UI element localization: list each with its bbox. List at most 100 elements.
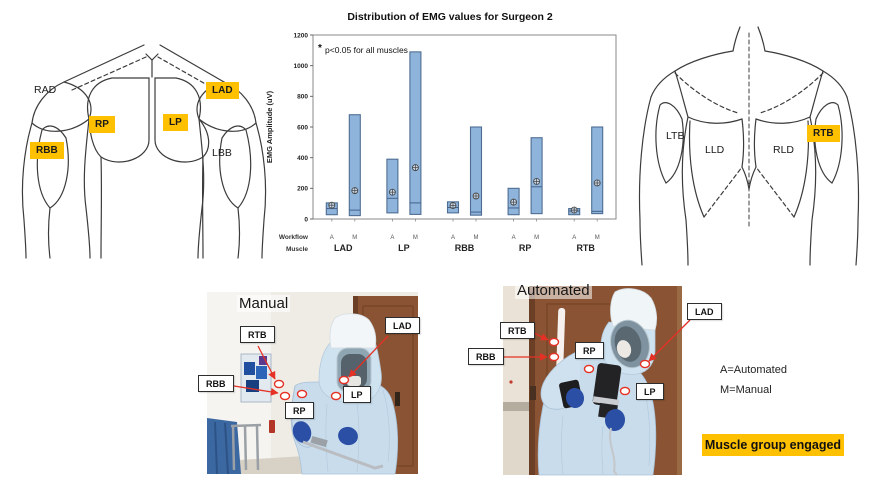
shoulder-left bbox=[650, 50, 734, 98]
baseboard bbox=[503, 402, 529, 411]
trapezius-dashed-right bbox=[759, 72, 824, 114]
left-lat-outer bbox=[688, 120, 705, 218]
lp-dot bbox=[330, 391, 342, 401]
automated-label-rbb: RBB bbox=[468, 348, 504, 365]
manual-label-lad: LAD bbox=[385, 317, 420, 334]
left-glove bbox=[565, 388, 585, 408]
manual-label-rp: RP bbox=[285, 402, 314, 419]
box-LAD-M bbox=[348, 114, 361, 217]
ytick-label-800: 800 bbox=[297, 94, 308, 101]
muscle-group-label-RTB: RTB bbox=[576, 243, 595, 253]
x-row-label-workflow: Workflow bbox=[279, 234, 309, 241]
manual-label-rbb: RBB bbox=[198, 375, 234, 392]
rbb-dot bbox=[548, 352, 560, 362]
workflow-label-RBB-M: M bbox=[474, 235, 479, 241]
automated-label-lp: LP bbox=[636, 383, 664, 400]
door-hinge bbox=[530, 386, 536, 400]
rbb-dot bbox=[279, 391, 291, 401]
muscle-label-rld: RLD bbox=[773, 144, 795, 156]
box-RTB-M bbox=[591, 126, 604, 215]
right-glove bbox=[604, 409, 626, 431]
rp-dot bbox=[296, 389, 308, 399]
arm-outer-left bbox=[638, 96, 652, 266]
box-RBB-M bbox=[469, 126, 483, 216]
box-RP-M bbox=[530, 137, 543, 215]
arm-inner-left bbox=[681, 116, 689, 266]
neck-left bbox=[732, 26, 741, 52]
ytick-label-600: 600 bbox=[297, 124, 308, 131]
muscle-group-label-RBB: RBB bbox=[455, 243, 475, 253]
manual-photo-title: Manual bbox=[237, 295, 291, 312]
spine-v-right bbox=[748, 166, 757, 190]
ytick-label-200: 200 bbox=[297, 186, 308, 193]
right-deltoid-shape bbox=[31, 81, 92, 132]
door-frame bbox=[529, 286, 535, 475]
automated-label-rtb: RTB bbox=[500, 322, 535, 339]
back-curve-left bbox=[687, 116, 743, 124]
curtain-folds bbox=[214, 421, 229, 475]
right-biceps-shape bbox=[36, 125, 69, 209]
annotation-text: p<0.05 for all muscles bbox=[325, 45, 408, 55]
legend-manual: M=Manual bbox=[720, 384, 772, 396]
chart-plot: EMG Amplitude (uV) * p<0.05 for all musc… bbox=[265, 32, 617, 253]
muscle-label-ltb: LTB bbox=[666, 130, 685, 142]
lower-wall bbox=[503, 411, 529, 475]
drill-silver-band bbox=[592, 396, 620, 406]
muscle-label-lld: LLD bbox=[705, 144, 725, 156]
muscle-group-label-RP: RP bbox=[519, 243, 532, 253]
workflow-label-RTB-A: A bbox=[572, 235, 576, 241]
box-LP-M bbox=[409, 51, 422, 215]
manual-label-rtb: RTB bbox=[240, 326, 275, 343]
workflow-label-RTB-M: M bbox=[595, 235, 600, 241]
clavicle-dashed-left bbox=[71, 56, 147, 91]
automated-label-rp: RP bbox=[575, 342, 604, 359]
hood-top bbox=[610, 288, 658, 331]
right-triceps-shape bbox=[814, 102, 843, 184]
wall-red-mark bbox=[509, 380, 513, 384]
back-body-outline bbox=[638, 26, 860, 266]
collar-line-left bbox=[63, 44, 145, 83]
lad-dot bbox=[338, 375, 350, 385]
workflow-label-RP-A: A bbox=[512, 235, 516, 241]
right-lat-inner bbox=[753, 118, 757, 168]
muscle-label-lad: LAD bbox=[206, 82, 239, 99]
left-biceps-shape bbox=[219, 125, 252, 209]
left-lat-inner bbox=[741, 118, 745, 168]
glove-box-2 bbox=[256, 366, 267, 379]
legend-automated: A=Automated bbox=[720, 364, 787, 376]
shoulder-right bbox=[764, 50, 848, 98]
surgical-instrument bbox=[302, 440, 384, 470]
door-frame-right bbox=[677, 286, 682, 475]
lad-dot bbox=[639, 359, 651, 369]
muscle-label-rtb: RTB bbox=[807, 125, 840, 142]
ytick-label-0: 0 bbox=[304, 216, 308, 223]
right-pec-shape bbox=[87, 77, 150, 163]
right-lat-dashed bbox=[755, 166, 795, 218]
right-forearm-line bbox=[47, 207, 51, 259]
back-body-diagram: LTB LLD RLD RTB bbox=[630, 25, 872, 270]
neck-right bbox=[757, 26, 766, 52]
right-arm-inner bbox=[83, 118, 91, 259]
ytick-label-1000: 1000 bbox=[294, 63, 309, 70]
automated-photo: Automated RTB RBB RP LP LAD bbox=[468, 282, 722, 476]
workflow-label-RBB-A: A bbox=[451, 235, 455, 241]
back-curve-right bbox=[755, 116, 811, 124]
right-glove bbox=[338, 426, 358, 446]
instrument-handle bbox=[310, 435, 328, 448]
emg-chart: Distribution of EMG values for Surgeon 2… bbox=[260, 6, 622, 258]
muscle-label-rbb: RBB bbox=[30, 142, 64, 159]
box-LP-A bbox=[386, 158, 399, 214]
muscle-group-label-LAD: LAD bbox=[334, 243, 353, 253]
left-arm-inner bbox=[197, 118, 205, 259]
automated-photo-scene bbox=[503, 286, 682, 476]
muscle-engaged-note: Muscle group engaged bbox=[702, 434, 844, 456]
cart-frame bbox=[230, 423, 262, 471]
glove-box-4 bbox=[259, 356, 267, 365]
face-mask bbox=[347, 376, 361, 386]
left-glove bbox=[292, 421, 312, 443]
face-mask bbox=[616, 340, 632, 358]
left-triceps-shape bbox=[655, 102, 684, 184]
x-row-label-muscle: Muscle bbox=[286, 246, 308, 253]
lad-arrow bbox=[648, 319, 691, 362]
